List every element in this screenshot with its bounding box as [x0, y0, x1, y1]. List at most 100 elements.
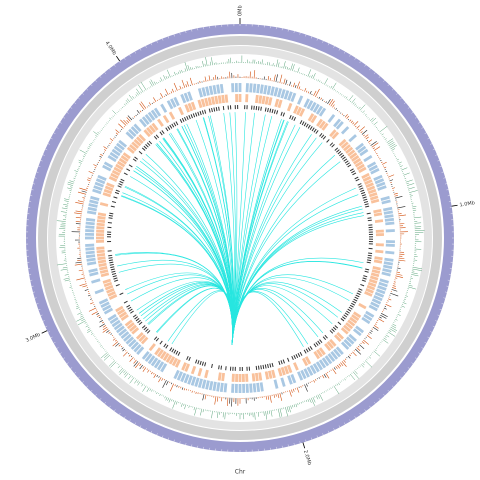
red-bar	[176, 385, 178, 388]
red-bar	[90, 302, 94, 305]
minor-tick	[411, 362, 414, 364]
orange-block	[122, 152, 131, 160]
green-bar	[136, 88, 141, 95]
red-bar	[315, 379, 317, 381]
green-bar	[168, 398, 171, 403]
black-tick	[204, 362, 207, 367]
red-bar	[323, 374, 327, 378]
black-tick	[115, 283, 120, 287]
red-bar	[277, 393, 280, 399]
green-bar	[117, 110, 120, 112]
black-tick	[353, 298, 358, 302]
red-bar	[263, 76, 265, 80]
green-bar	[359, 104, 366, 111]
minor-tick	[435, 320, 438, 322]
minor-tick	[359, 61, 361, 64]
green-bar	[330, 85, 333, 89]
black-tick	[146, 330, 151, 334]
black-tick	[324, 334, 328, 339]
green-bar	[165, 397, 168, 401]
minor-tick	[50, 336, 53, 339]
green-bar	[121, 106, 124, 109]
orange-block	[324, 343, 332, 352]
green-bar	[123, 370, 126, 374]
minor-tick	[322, 40, 324, 43]
orange-block	[118, 157, 128, 165]
red-bar	[214, 396, 217, 405]
green-bar	[160, 77, 163, 82]
red-bar	[164, 88, 169, 96]
green-bar	[392, 151, 394, 153]
green-bar	[87, 149, 89, 151]
green-bar	[396, 158, 399, 161]
minor-tick	[50, 137, 53, 140]
orange-block	[131, 327, 140, 335]
orange-block	[96, 253, 106, 257]
blue-block	[216, 84, 221, 94]
axis-title: Chr	[235, 469, 246, 476]
red-bar	[350, 120, 354, 123]
red-bar	[126, 117, 131, 122]
minor-tick	[444, 291, 448, 293]
green-bar	[411, 272, 418, 275]
orange-block	[310, 114, 318, 124]
black-tick	[197, 111, 200, 116]
blue-block	[115, 325, 125, 334]
red-bar	[355, 348, 362, 355]
black-tick	[305, 123, 309, 128]
orange-block	[210, 96, 216, 105]
link	[231, 261, 363, 346]
minor-tick	[53, 342, 56, 344]
red-bar	[333, 107, 335, 109]
orange-block	[115, 305, 124, 313]
minor-tick	[344, 51, 346, 54]
red-bar	[104, 149, 107, 151]
green-bar	[397, 313, 401, 316]
green-bar	[69, 286, 73, 288]
orange-block	[104, 185, 114, 192]
blue-block	[376, 181, 386, 188]
green-bar	[79, 149, 87, 154]
black-tick	[343, 314, 348, 318]
red-bar	[128, 354, 131, 357]
minor-tick	[421, 347, 424, 349]
red-bar	[135, 114, 137, 117]
green-bar	[131, 376, 133, 378]
green-bar	[368, 356, 372, 359]
red-bar	[142, 367, 147, 372]
red-bar	[214, 74, 217, 80]
red-bar	[332, 104, 335, 108]
green-bar	[188, 405, 190, 408]
black-tick	[361, 194, 366, 197]
red-bar	[156, 99, 158, 101]
minor-tick	[338, 48, 341, 51]
orange-block	[368, 192, 378, 198]
blue-block	[249, 383, 253, 393]
blue-block	[252, 83, 257, 93]
red-bar	[165, 94, 167, 97]
green-bar	[320, 81, 322, 84]
red-bar	[347, 355, 351, 359]
green-bar	[374, 349, 377, 352]
minor-tick	[47, 143, 50, 145]
green-bar	[112, 358, 114, 360]
minor-tick	[104, 401, 106, 404]
black-tick	[171, 123, 175, 128]
green-bar	[336, 383, 339, 386]
green-bar	[164, 396, 166, 399]
red-bar	[374, 323, 377, 325]
red-bar	[75, 221, 81, 223]
minor-tick	[34, 177, 37, 179]
black-tick	[267, 107, 269, 113]
red-bar	[279, 74, 283, 84]
black-tick	[358, 288, 363, 291]
green-bar	[360, 364, 365, 368]
black-tick	[186, 355, 189, 361]
orange-block	[224, 94, 229, 103]
red-bar	[103, 151, 106, 153]
black-tick	[352, 300, 357, 304]
outer-band	[38, 36, 442, 440]
green-bar	[195, 66, 197, 69]
orange-block	[340, 141, 349, 149]
black-tick	[138, 321, 143, 325]
